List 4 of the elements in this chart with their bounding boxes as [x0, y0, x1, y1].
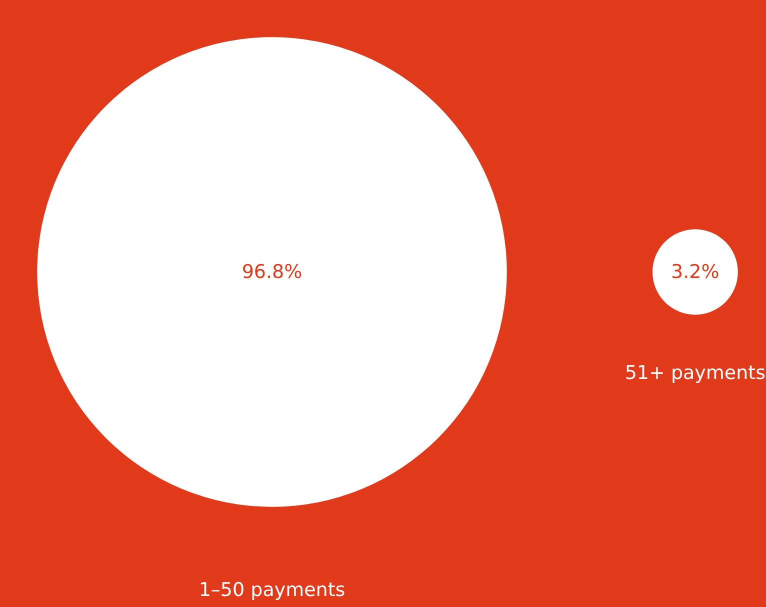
data-label: 3.2%	[671, 261, 720, 283]
category-label: 1–50 payments	[198, 579, 346, 601]
category-label: 51+ payments	[624, 362, 766, 384]
data-label: 96.8%	[242, 261, 302, 283]
